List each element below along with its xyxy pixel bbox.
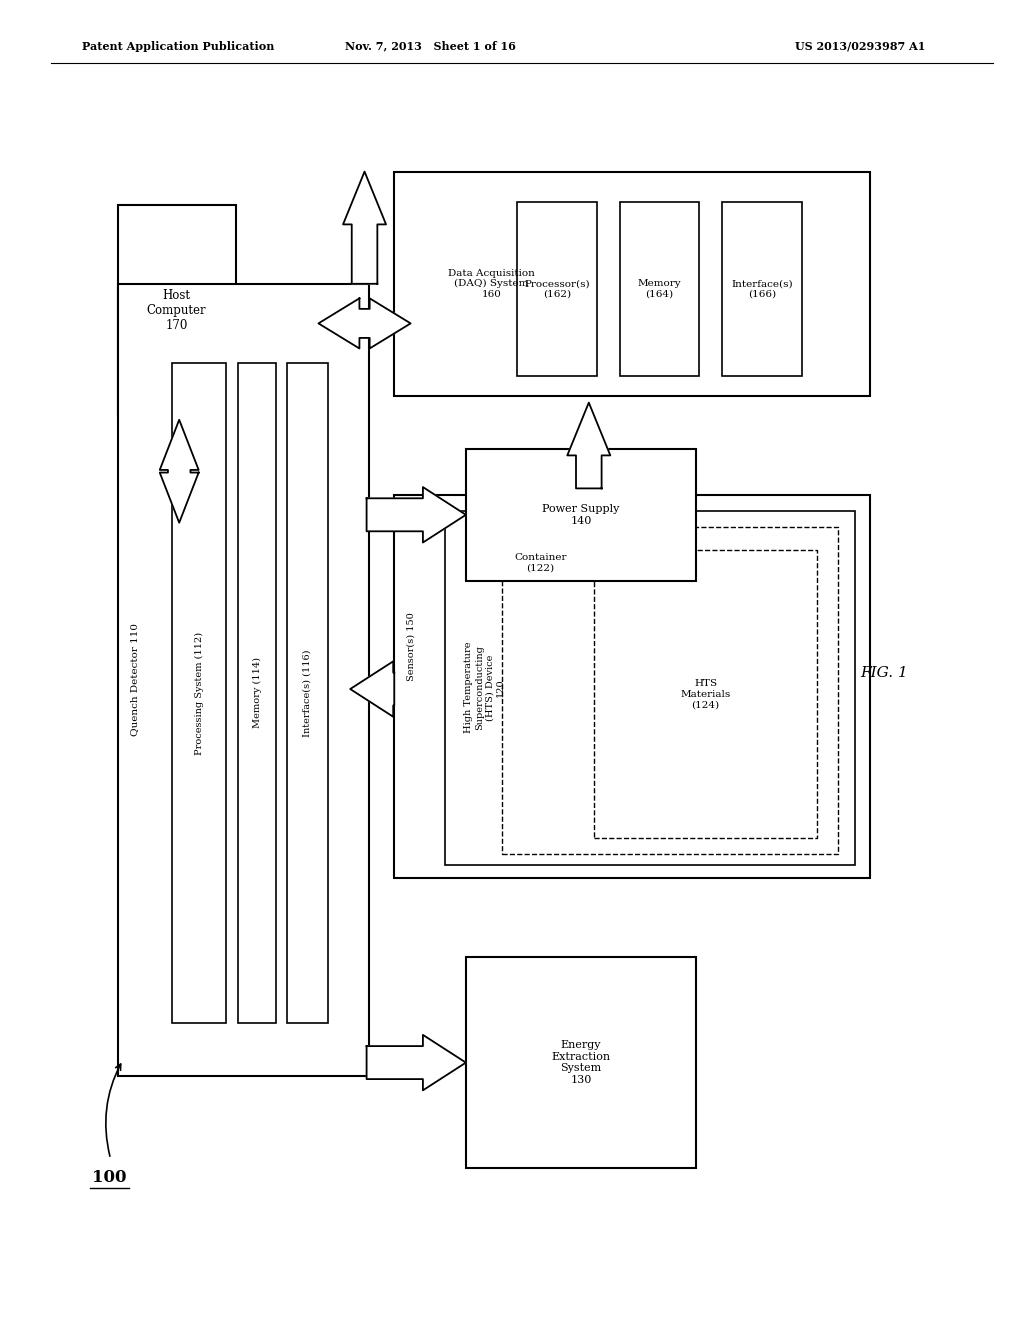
Bar (172, 363, 226, 1023)
Bar (394, 495, 870, 878)
Bar (238, 363, 276, 1023)
Text: Interface(s)
(166): Interface(s) (166) (731, 280, 793, 298)
Text: Power Supply
140: Power Supply 140 (543, 504, 620, 525)
Text: Patent Application Publication: Patent Application Publication (82, 41, 274, 51)
Text: 100: 100 (92, 1170, 127, 1185)
Text: Memory (114): Memory (114) (253, 657, 261, 729)
Text: Interface(s) (116): Interface(s) (116) (303, 649, 311, 737)
Text: FIG. 1: FIG. 1 (860, 667, 908, 680)
Text: Processor(s)
(162): Processor(s) (162) (524, 280, 590, 298)
Polygon shape (343, 172, 386, 284)
Bar (722, 202, 802, 376)
Bar (466, 449, 696, 581)
Text: Container
(122): Container (122) (514, 553, 567, 573)
Polygon shape (160, 420, 199, 523)
Text: US 2013/0293987 A1: US 2013/0293987 A1 (795, 41, 926, 51)
Text: Memory
(164): Memory (164) (638, 280, 681, 298)
Bar (445, 511, 855, 865)
Bar (118, 205, 236, 416)
Text: HTS
Materials
(124): HTS Materials (124) (680, 680, 731, 709)
Bar (502, 527, 838, 854)
Polygon shape (567, 403, 610, 488)
Text: Data Acquisition
(DAQ) System
160: Data Acquisition (DAQ) System 160 (449, 269, 535, 298)
Polygon shape (350, 661, 394, 717)
Text: Nov. 7, 2013   Sheet 1 of 16: Nov. 7, 2013 Sheet 1 of 16 (345, 41, 515, 51)
Text: Host
Computer
170: Host Computer 170 (146, 289, 207, 331)
Bar (594, 550, 817, 838)
Bar (466, 957, 696, 1168)
Polygon shape (367, 1035, 466, 1090)
Text: High Temperature
Superconducting
(HTS) Device
120: High Temperature Superconducting (HTS) D… (464, 642, 505, 734)
Text: Quench Detector 110: Quench Detector 110 (130, 623, 138, 737)
Bar (620, 202, 699, 376)
Bar (287, 363, 328, 1023)
Bar (517, 202, 597, 376)
Bar (394, 172, 870, 396)
Text: Sensor(s) 150: Sensor(s) 150 (407, 612, 415, 681)
Polygon shape (367, 487, 466, 543)
Text: Processing System (112): Processing System (112) (195, 631, 204, 755)
Bar (118, 284, 369, 1076)
Polygon shape (318, 298, 411, 348)
Text: Energy
Extraction
System
130: Energy Extraction System 130 (552, 1040, 610, 1085)
